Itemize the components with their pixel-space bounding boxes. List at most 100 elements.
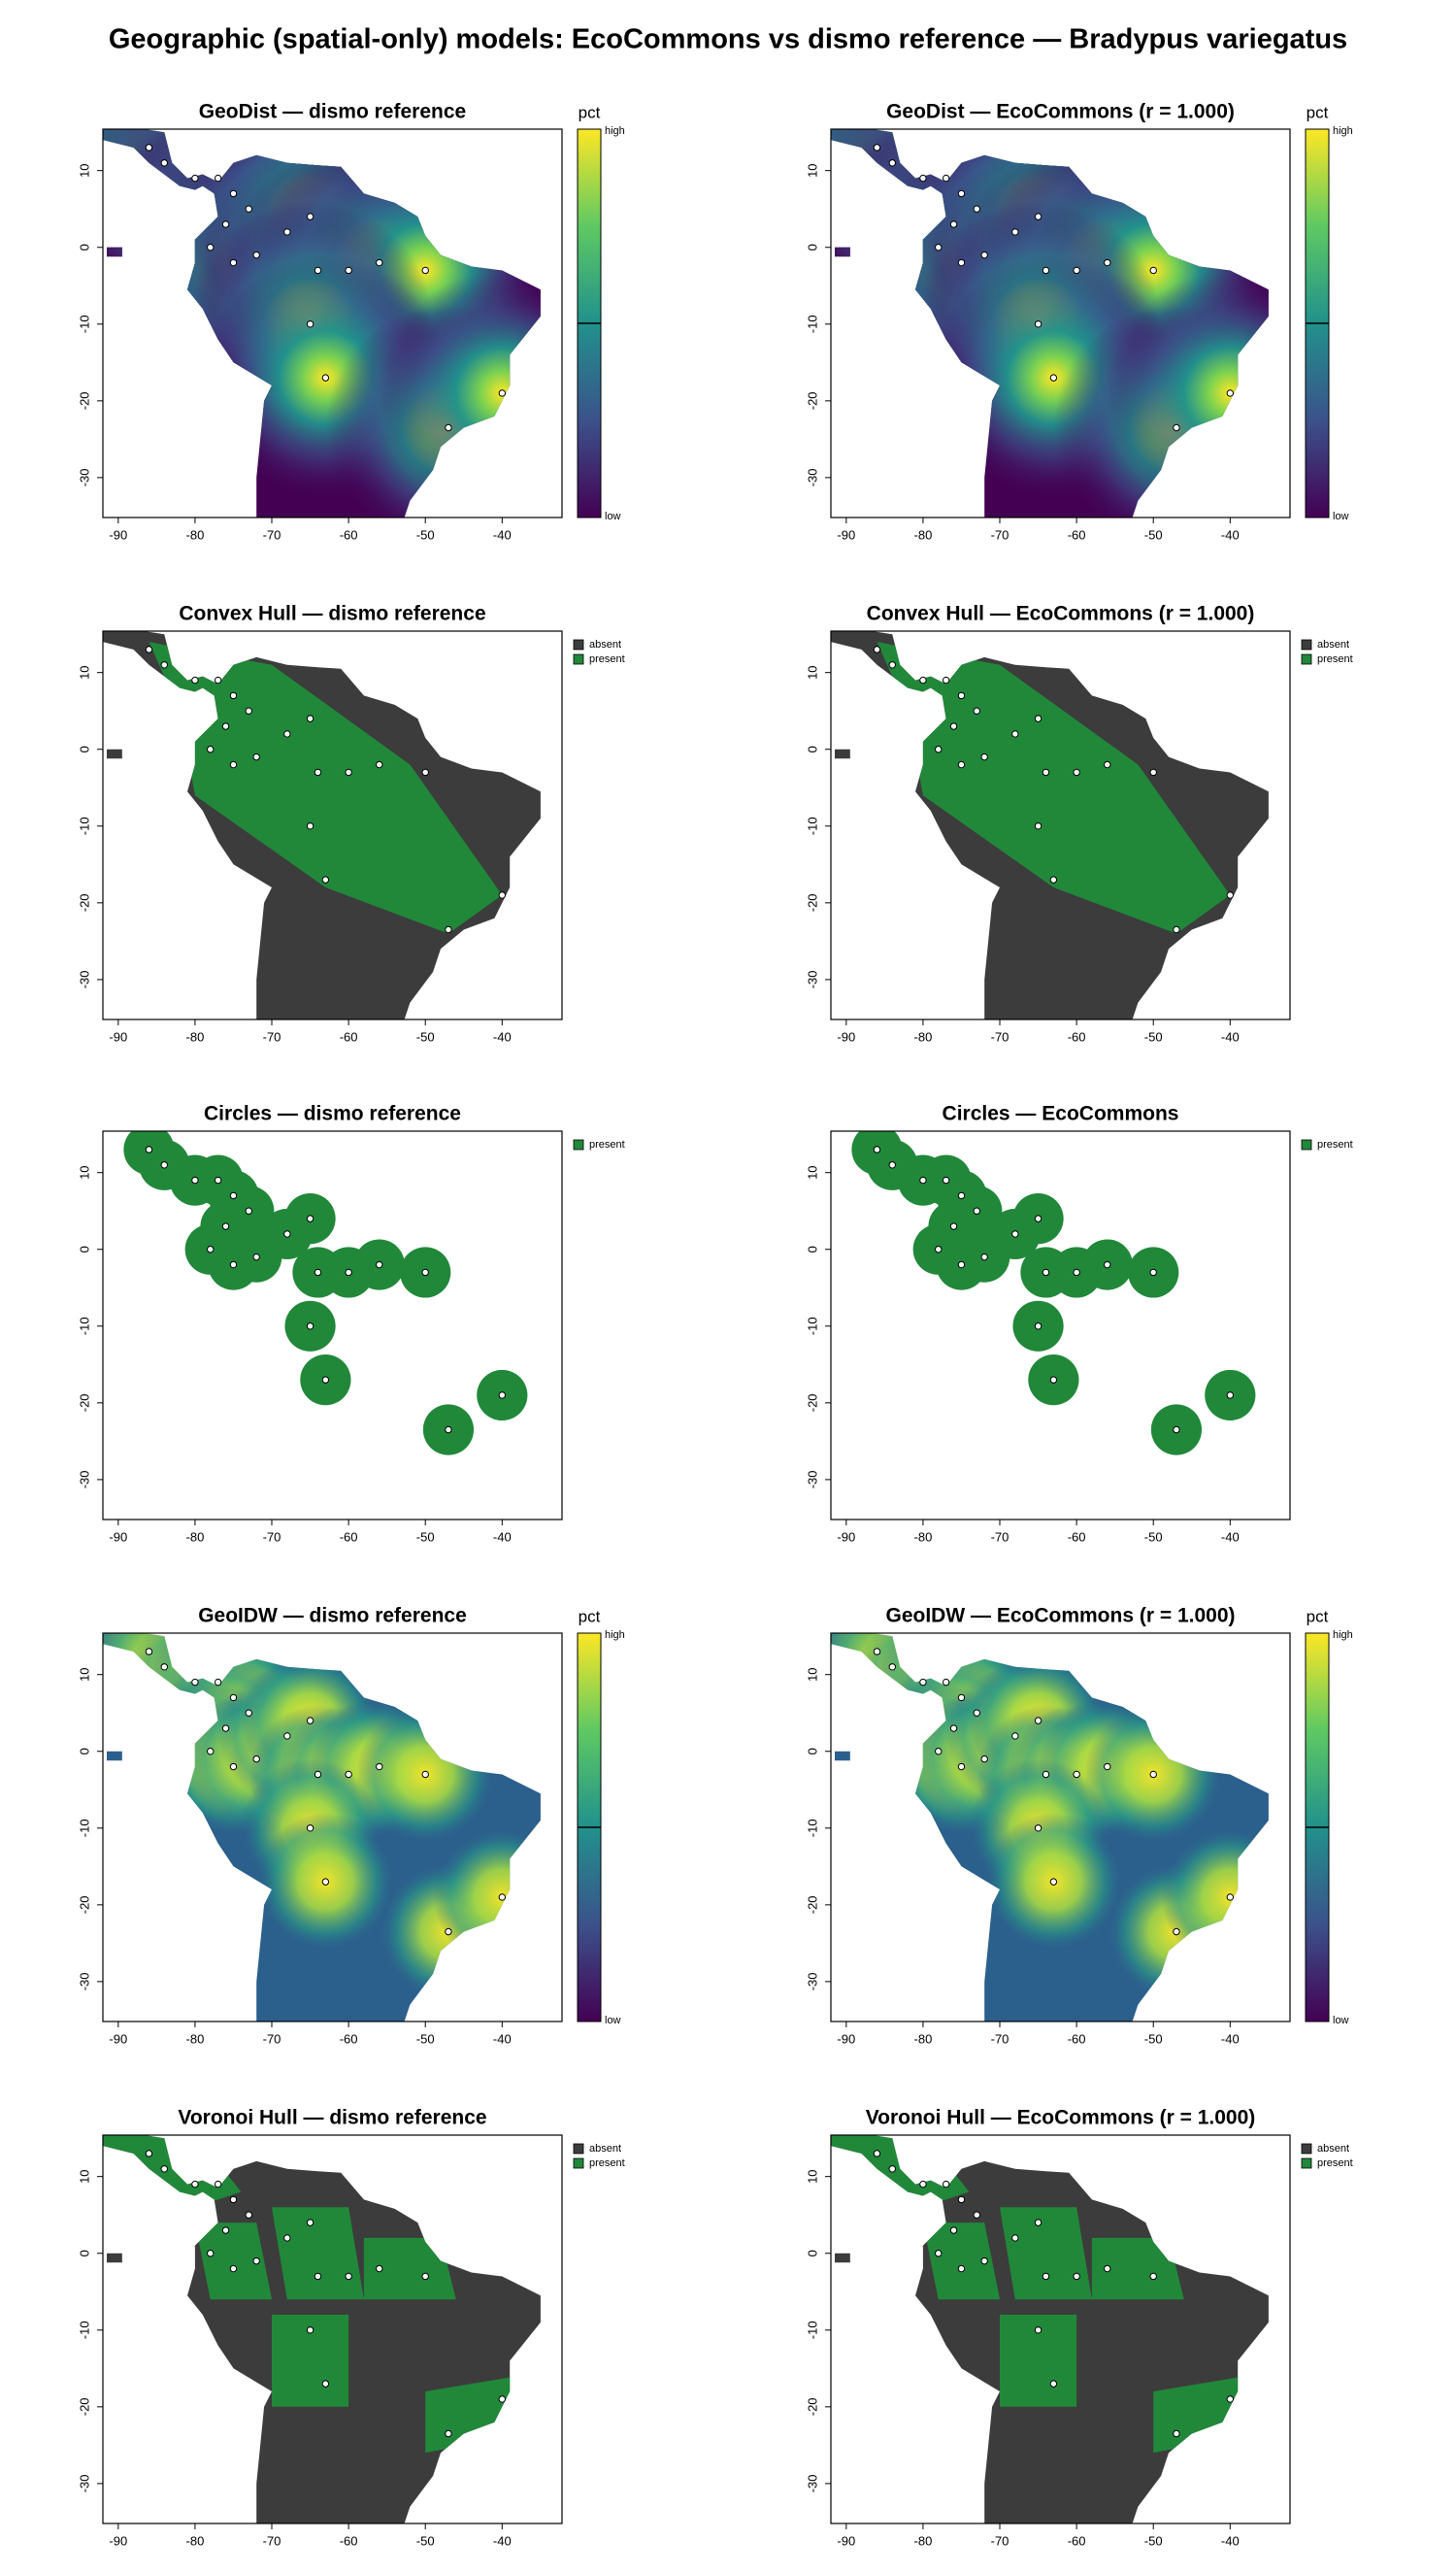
occurrence	[980, 2256, 988, 2265]
occurrence	[1073, 768, 1080, 777]
x-tick-label: -50	[1144, 1529, 1163, 1544]
occurrence	[1034, 822, 1042, 830]
occurrence	[252, 752, 260, 761]
occurrence	[207, 1246, 215, 1253]
occurrence	[245, 1207, 252, 1215]
occurrence	[949, 220, 958, 228]
y-tick-label: -30	[805, 1470, 819, 1488]
colorbar-title: pct	[579, 1607, 601, 1625]
occurrence	[160, 159, 168, 167]
occurrence	[1173, 423, 1180, 432]
y-tick-label: 10	[77, 1667, 91, 1681]
x-tick-label: -90	[109, 1529, 127, 1544]
occurrence	[214, 1678, 222, 1687]
occurrence	[160, 2165, 168, 2173]
x-tick-label: -90	[837, 2031, 855, 2046]
occurrence	[229, 1191, 238, 1200]
x-tick-label: -80	[186, 1529, 205, 1544]
legend-swatch	[1301, 639, 1312, 651]
x-tick-label: -70	[263, 2031, 281, 2046]
occurrence	[306, 2219, 314, 2226]
x-tick-label: -40	[493, 2031, 512, 2046]
colorbar-label: high	[1333, 1629, 1353, 1641]
occurrence	[942, 1176, 950, 1185]
x-tick-label: -50	[416, 527, 435, 542]
voronoi-cell	[1091, 2237, 1184, 2300]
legend-label: absent	[1317, 639, 1349, 651]
occurrence	[306, 320, 314, 328]
map-panel: GeoDist — EcoCommons (r = 1.000) -90 -80 -7…	[805, 101, 1352, 543]
occurrence	[942, 676, 950, 685]
occurrence	[957, 1762, 966, 1771]
x-tick-label: -60	[1068, 527, 1086, 542]
occurrence	[1173, 2429, 1180, 2438]
occurrence	[191, 174, 199, 183]
voronoi-cell	[831, 2135, 970, 2208]
plot-area	[103, 2135, 541, 2523]
occurrence	[376, 760, 383, 769]
panel-title: Convex Hull — EcoCommons (r = 1.000)	[867, 603, 1255, 625]
occurrence	[935, 1748, 943, 1755]
voronoi-cell	[194, 2222, 272, 2300]
occurrence	[221, 220, 230, 228]
colorbar-title: pct	[579, 103, 601, 121]
land-layer	[103, 2135, 541, 2523]
y-tick-label: 0	[77, 2250, 91, 2256]
x-tick-label: -40	[493, 527, 512, 542]
y-tick-label: 0	[805, 746, 819, 752]
occurrence	[376, 1260, 383, 1269]
legend-swatch	[1301, 1139, 1312, 1151]
occurrence	[919, 1176, 927, 1185]
x-tick-label: -50	[416, 1529, 435, 1544]
panel-title: GeoIDW — dismo reference	[198, 1605, 467, 1627]
legend-swatch	[1301, 653, 1312, 665]
legend-label: present	[1317, 653, 1353, 665]
occurrence	[1226, 2395, 1235, 2403]
occurrence	[245, 2211, 252, 2219]
y-tick-label: -10	[805, 817, 819, 835]
x-tick-label: -50	[416, 1029, 435, 1044]
occurrence	[207, 244, 215, 251]
y-tick-label: 10	[77, 2169, 91, 2183]
y-tick-label: 0	[805, 1748, 819, 1754]
occurrence	[888, 159, 896, 167]
x-tick-label: -70	[263, 2533, 281, 2548]
occurrence	[1104, 1762, 1111, 1771]
occurrence	[283, 1230, 291, 1238]
occurrence	[229, 2195, 238, 2204]
plot-area	[831, 2135, 1269, 2523]
x-tick-label: -70	[991, 1029, 1009, 1044]
occurrence	[498, 1893, 507, 1901]
y-tick-label: -20	[77, 2397, 91, 2416]
occurrence	[1149, 266, 1157, 275]
land-layer	[831, 2135, 1269, 2523]
x-tick-label: -70	[991, 2031, 1009, 2046]
legend-swatch	[1301, 2143, 1312, 2155]
plot-frame	[830, 1130, 1291, 1520]
occurrence	[445, 925, 452, 934]
y-tick-label: -30	[805, 468, 819, 486]
y-tick-label: -10	[77, 1317, 91, 1335]
y-tick-label: 10	[805, 665, 819, 679]
y-tick-label: 0	[77, 1748, 91, 1754]
occurrence	[376, 1762, 383, 1771]
occurrence	[919, 1678, 927, 1687]
occurrence	[376, 258, 383, 267]
occurrence	[345, 1770, 352, 1779]
x-tick-label: -50	[1144, 2533, 1163, 2548]
x-tick-label: -70	[263, 1529, 281, 1544]
occurrence	[973, 2211, 980, 2219]
x-tick-label: -90	[109, 2031, 127, 2046]
colorbar-label: low	[1333, 511, 1349, 522]
voronoi-cell	[272, 2207, 364, 2300]
y-tick-label: -30	[77, 2474, 91, 2492]
occurrence	[957, 258, 966, 267]
voronoi-cell	[1000, 2315, 1077, 2407]
legend-swatch	[1301, 2157, 1312, 2169]
occurrence	[1049, 374, 1058, 382]
occurrence	[1034, 213, 1042, 220]
occurrence	[214, 174, 222, 183]
occurrence	[949, 1222, 958, 1230]
occurrence	[321, 876, 330, 884]
